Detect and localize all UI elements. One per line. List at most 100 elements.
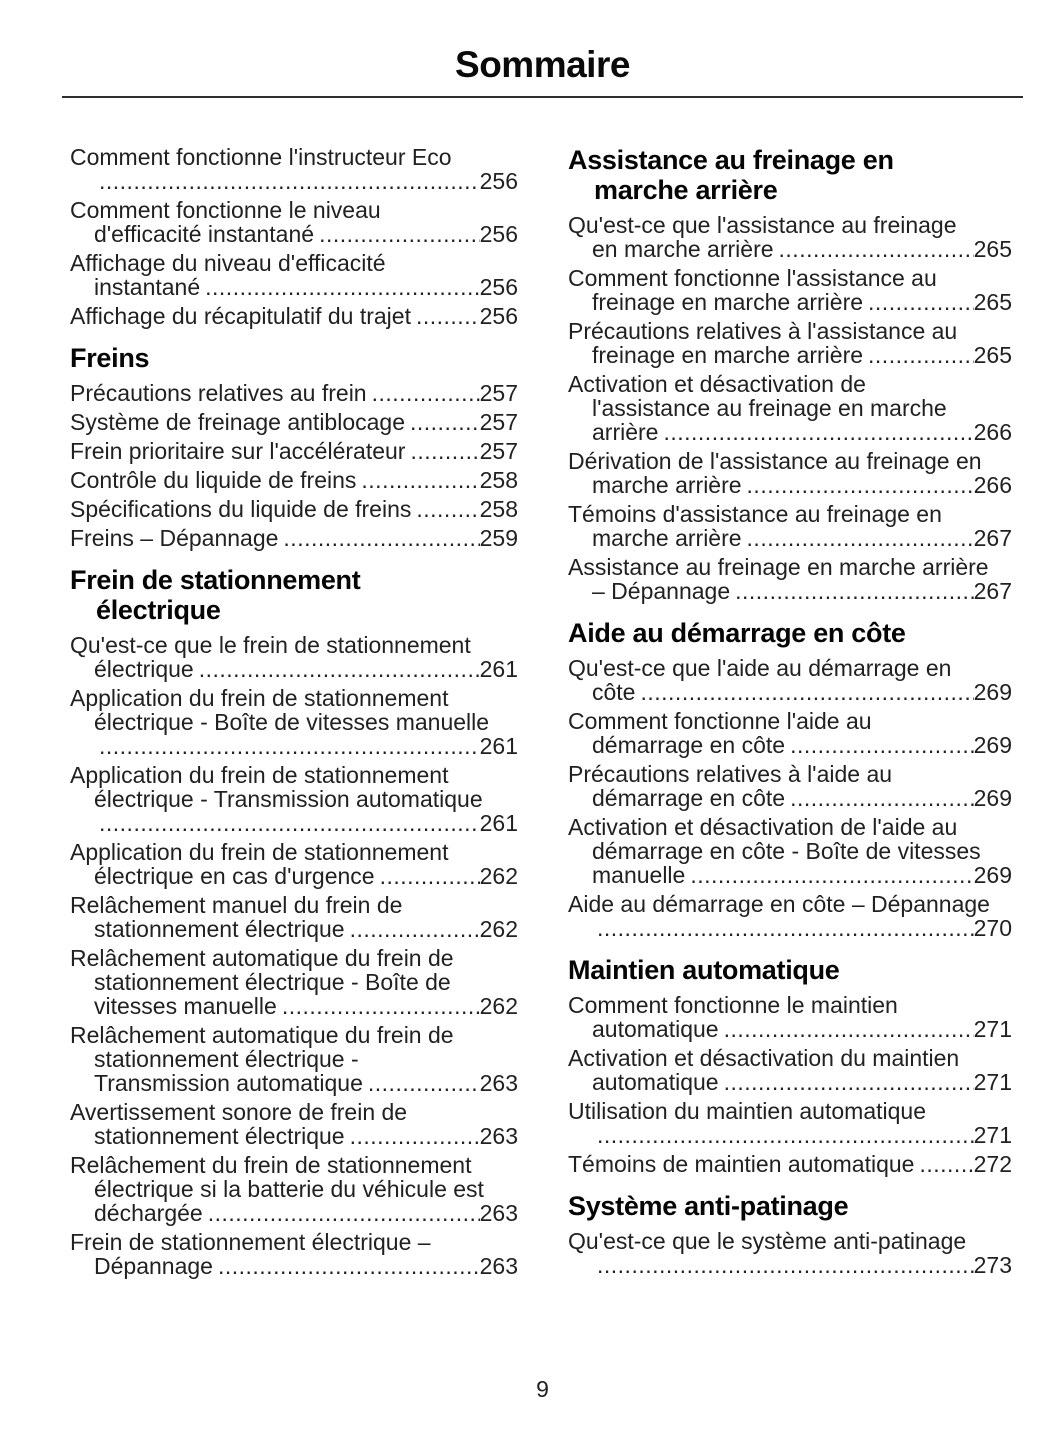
leader-dots: [194, 657, 480, 681]
toc-entry[interactable]: Spécifications du liquide de freins 258: [70, 497, 518, 521]
leader-dots: [213, 1254, 480, 1278]
toc-entry[interactable]: Application du frein de stationnement éle…: [70, 763, 518, 835]
toc-entry[interactable]: Comment fonctionne l'instructeur Eco 256: [70, 145, 518, 193]
toc-entry-text-line: Utilisation du maintien automatique: [568, 1098, 926, 1124]
toc-entry[interactable]: Comment fonctionne le niveau d'efficacité…: [70, 198, 518, 246]
toc-entry[interactable]: Application du frein de stationnement éle…: [70, 686, 518, 758]
toc-entry-leader-line: Transmission automatique 263: [70, 1071, 518, 1095]
entry-page-number: 257: [479, 380, 518, 406]
toc-entry[interactable]: Activation et désactivation du maintien a…: [568, 1046, 1012, 1094]
toc-entry[interactable]: Relâchement manuel du frein de stationnem…: [70, 893, 518, 941]
entry-page-number: 261: [479, 810, 518, 836]
toc-entry-leader-line: automatique 271: [568, 1017, 1012, 1041]
toc-entry[interactable]: Qu'est-ce que l'aide au démarrage en côte…: [568, 656, 1012, 704]
toc-entry-text: côte: [592, 679, 636, 705]
toc-entry-text: Dépannage: [94, 1253, 213, 1279]
leader-dots: [742, 526, 974, 550]
toc-entry[interactable]: Frein prioritaire sur l'accélérateur 257: [70, 439, 518, 463]
toc-entry[interactable]: Activation et désactivation de l'assistan…: [568, 372, 1012, 444]
entry-page-number: 258: [479, 496, 518, 522]
toc-entry-text: Freins – Dépannage: [70, 525, 279, 551]
entry-page-number: 256: [479, 221, 518, 247]
toc-entry-text-line: Avertissement sonore de frein de: [70, 1099, 408, 1125]
toc-entry-text: d'efficacité instantané: [94, 221, 315, 247]
toc-entry[interactable]: Témoins de maintien automatique 272: [568, 1152, 1012, 1176]
toc-entry[interactable]: Comment fonctionne l'aide au démarrage en…: [568, 709, 1012, 757]
toc-entry-leader-line: stationnement électrique 262: [70, 917, 518, 941]
leader-dots: [914, 1152, 973, 1176]
toc-entry-text-line: Activation et désactivation de l'aide au: [568, 814, 958, 840]
toc-entry-text-line: Activation et désactivation de: [568, 371, 866, 397]
toc-entry-text-line: démarrage en côte - Boîte de vitesses: [592, 838, 981, 864]
toc-entry[interactable]: Relâchement automatique du frein de stati…: [70, 946, 518, 1018]
toc-entry[interactable]: Précautions relatives à l'aide au démarra…: [568, 762, 1012, 810]
toc-entry[interactable]: Affichage du récapitulatif du trajet 256: [70, 304, 518, 328]
entry-page-number: 267: [973, 525, 1012, 551]
entry-page-number: 256: [479, 168, 518, 194]
toc-entry[interactable]: Comment fonctionne le maintien automatiqu…: [568, 993, 1012, 1041]
toc-entry-leader-line: déchargée 263: [70, 1201, 518, 1225]
toc-columns: Comment fonctionne l'instructeur Eco256 C…: [70, 145, 1012, 1283]
leader-dots: [863, 290, 974, 314]
toc-entry[interactable]: Relâchement automatique du frein de stati…: [70, 1023, 518, 1095]
toc-entry[interactable]: Qu'est-ce que le système anti-patinage27…: [568, 1229, 1012, 1277]
toc-entry[interactable]: Comment fonctionne l'assistance au freina…: [568, 266, 1012, 314]
toc-entry[interactable]: Avertissement sonore de frein de stationn…: [70, 1100, 518, 1148]
entry-page-number: 269: [973, 732, 1012, 758]
entry-page-number: 262: [479, 863, 518, 889]
leader-dots: [719, 1017, 974, 1041]
entry-page-number: 261: [479, 656, 518, 682]
toc-entry-text: électrique: [94, 656, 194, 682]
leader-dots: [94, 169, 480, 193]
toc-entry[interactable]: Utilisation du maintien automatique 271: [568, 1099, 1012, 1147]
entry-page-number: 256: [479, 274, 518, 300]
toc-entry-text-line: stationnement électrique - Boîte de: [94, 969, 451, 995]
leader-dots: [345, 917, 480, 941]
toc-entry[interactable]: Freins – Dépannage 259: [70, 526, 518, 550]
toc-entry-text: – Dépannage: [592, 578, 731, 604]
toc-entry[interactable]: Précautions relatives au frein 257: [70, 381, 518, 405]
toc-entry-text: électrique en cas d'urgence: [94, 863, 375, 889]
toc-entry[interactable]: Activation et désactivation de l'aide au…: [568, 815, 1012, 887]
toc-entry-text-line: Frein de stationnement électrique –: [70, 1229, 431, 1255]
toc-entry-text-line: Comment fonctionne l'assistance au: [568, 265, 937, 291]
section-heading: Freins: [70, 343, 518, 373]
entry-page-number: 258: [479, 467, 518, 493]
leader-dots: [411, 497, 479, 521]
toc-entry[interactable]: Assistance au freinage en marche arrière…: [568, 555, 1012, 603]
toc-entry[interactable]: Dérivation de l'assistance au freinage e…: [568, 449, 1012, 497]
toc-entry[interactable]: Application du frein de stationnement éle…: [70, 840, 518, 888]
toc-entry[interactable]: Précautions relatives à l'assistance au f…: [568, 319, 1012, 367]
toc-entry-leader-line: Contrôle du liquide de freins 258: [70, 468, 518, 492]
leader-dots: [863, 343, 974, 367]
toc-entry-text-line: Application du frein de stationnement: [70, 839, 449, 865]
entry-page-number: 265: [973, 236, 1012, 262]
toc-entry-leader-line: – Dépannage 267: [568, 579, 1012, 603]
toc-entry[interactable]: Frein de stationnement électrique – Dépan…: [70, 1230, 518, 1278]
leader-dots: [742, 473, 974, 497]
toc-entry[interactable]: Contrôle du liquide de freins 258: [70, 468, 518, 492]
toc-entry-text-line: Comment fonctionne le maintien: [568, 992, 898, 1018]
leader-dots: [774, 237, 974, 261]
toc-entry[interactable]: Relâchement du frein de stationnement éle…: [70, 1153, 518, 1225]
toc-entry-leader-line: Précautions relatives au frein 257: [70, 381, 518, 405]
leader-dots: [405, 439, 479, 463]
leader-dots: [719, 1070, 974, 1094]
toc-entry[interactable]: Témoins d'assistance au freinage en march…: [568, 502, 1012, 550]
toc-entry-text-line: Précautions relatives à l'assistance au: [568, 318, 958, 344]
leader-dots: [203, 1201, 480, 1225]
toc-entry[interactable]: Qu'est-ce que l'assistance au freinage en…: [568, 213, 1012, 261]
entry-page-number: 262: [479, 993, 518, 1019]
section-heading-line: Freins: [70, 343, 150, 373]
toc-entry[interactable]: Qu'est-ce que le frein de stationnement é…: [70, 633, 518, 681]
toc-entry-leader-line: Frein prioritaire sur l'accélérateur 257: [70, 439, 518, 463]
toc-entry[interactable]: Aide au démarrage en côte – Dépannage270: [568, 892, 1012, 940]
title-divider: [62, 96, 1023, 98]
toc-entry-leader-line: démarrage en côte 269: [568, 733, 1012, 757]
toc-entry[interactable]: Affichage du niveau d'efficacité instanta…: [70, 251, 518, 299]
entry-page-number: 263: [479, 1123, 518, 1149]
toc-entry[interactable]: Système de freinage antiblocage 257: [70, 410, 518, 434]
entry-page-number: 256: [479, 303, 518, 329]
toc-entry-text-line: électrique - Transmission automatique: [94, 786, 483, 812]
toc-entry-text: Système de freinage antiblocage: [70, 409, 405, 435]
